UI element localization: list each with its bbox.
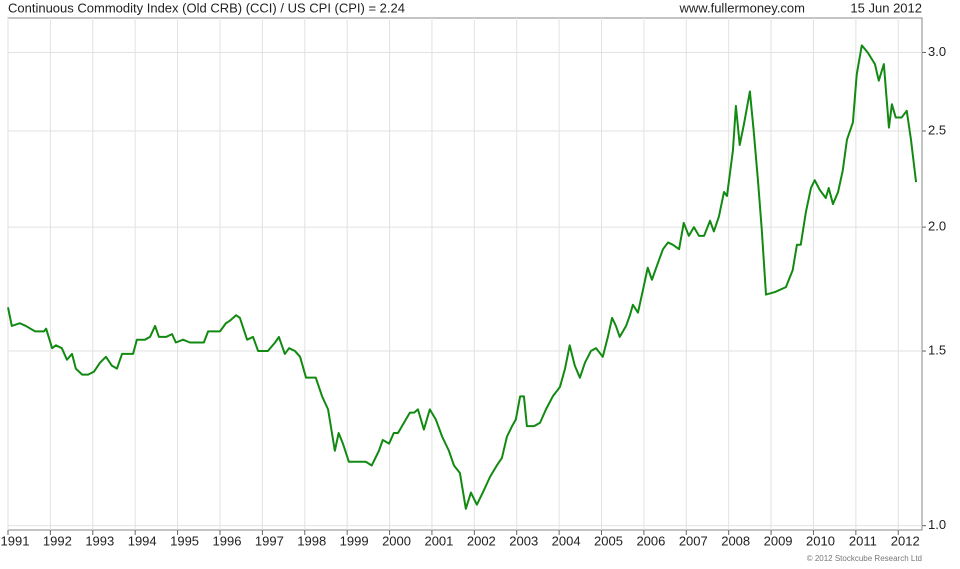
x-tick-label: 2006 [636,533,665,548]
x-tick-label: 1996 [213,533,242,548]
y-tick-label: 1.0 [928,517,946,532]
x-tick-label: 2004 [552,533,581,548]
x-tick-label: 2000 [382,533,411,548]
x-tick-label: 2012 [891,533,920,548]
x-tick-label: 2005 [594,533,623,548]
x-tick-label: 1997 [255,533,284,548]
date: 15 Jun 2012 [850,0,922,15]
x-tick-label: 2007 [679,533,708,548]
chart-title: Continuous Commodity Index (Old CRB) (CC… [8,0,405,15]
x-tick-label: 1992 [43,533,72,548]
x-tick-label: 2009 [764,533,793,548]
x-tick-label: 2008 [721,533,750,548]
x-tick-label: 2002 [467,533,496,548]
x-tick-label: 1995 [170,533,199,548]
x-tick-label: 1993 [85,533,114,548]
plot-frame [7,17,923,531]
y-tick-label: 2.5 [928,122,946,137]
data-line [7,44,918,510]
x-tick-label: 1994 [128,533,157,548]
x-tick-label: 1998 [297,533,326,548]
x-tick-label: 1991 [1,533,30,548]
copyright: © 2012 Stockcube Research Ltd [807,554,922,563]
y-tick-label: 3.0 [928,44,946,59]
x-tick-label: 1999 [340,533,369,548]
x-tick-label: 2003 [509,533,538,548]
x-tick-label: 2011 [849,533,877,548]
y-tick-label: 2.0 [928,219,946,234]
x-tick-label: 2001 [424,533,453,548]
y-tick-label: 1.5 [928,342,946,357]
source: www.fullermoney.com [679,0,805,15]
x-tick-label: 2010 [806,533,835,548]
